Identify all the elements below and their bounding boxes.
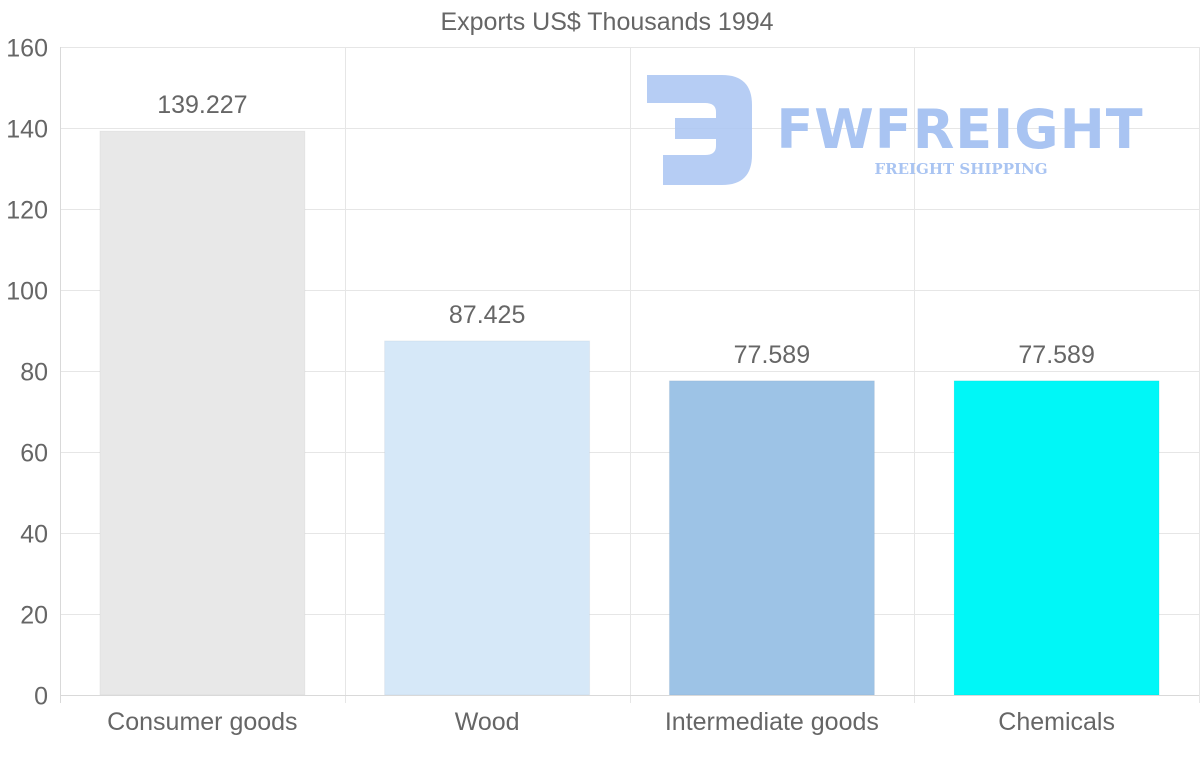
bar-wood[interactable] xyxy=(384,340,591,696)
y-tick-label: 100 xyxy=(6,278,48,306)
watermark-logo-icon xyxy=(647,75,752,185)
y-tick-label: 40 xyxy=(20,521,48,549)
watermark-logo: FWFREIGHT FREIGHT SHIPPING xyxy=(647,75,1143,185)
y-tick-label: 60 xyxy=(20,440,48,468)
y-tick-label: 0 xyxy=(34,683,48,711)
y-tick-label: 20 xyxy=(20,602,48,630)
x-tick-label: Intermediate goods xyxy=(665,708,879,736)
y-tick-label: 80 xyxy=(20,359,48,387)
x-axis-ticks: Consumer goods Wood Intermediate goods Chem… xyxy=(107,708,1115,736)
bar-intermediate-goods[interactable] xyxy=(668,380,875,696)
x-tick-label: Consumer goods xyxy=(107,708,297,736)
y-tick-label: 140 xyxy=(6,116,48,144)
data-label: 87.425 xyxy=(449,301,525,329)
y-tick-label: 120 xyxy=(6,197,48,225)
chart-title: Exports US$ Thousands 1994 xyxy=(440,8,773,36)
data-label: 77.589 xyxy=(734,341,810,369)
bars xyxy=(99,130,1160,696)
data-label: 77.589 xyxy=(1018,341,1094,369)
watermark-brand: FWFREIGHT xyxy=(776,98,1143,161)
watermark-tagline: FREIGHT SHIPPING xyxy=(874,160,1047,178)
bar-consumer-goods[interactable] xyxy=(99,130,306,696)
bar-chemicals[interactable] xyxy=(953,380,1160,696)
data-labels: 139.227 87.425 77.589 77.589 xyxy=(157,91,1095,369)
x-tick-label: Wood xyxy=(455,708,520,736)
data-label: 139.227 xyxy=(157,91,247,119)
y-tick-label: 160 xyxy=(6,35,48,63)
x-tick-label: Chemicals xyxy=(998,708,1115,736)
y-axis-ticks: 0 20 40 60 80 100 120 140 160 xyxy=(6,35,48,711)
